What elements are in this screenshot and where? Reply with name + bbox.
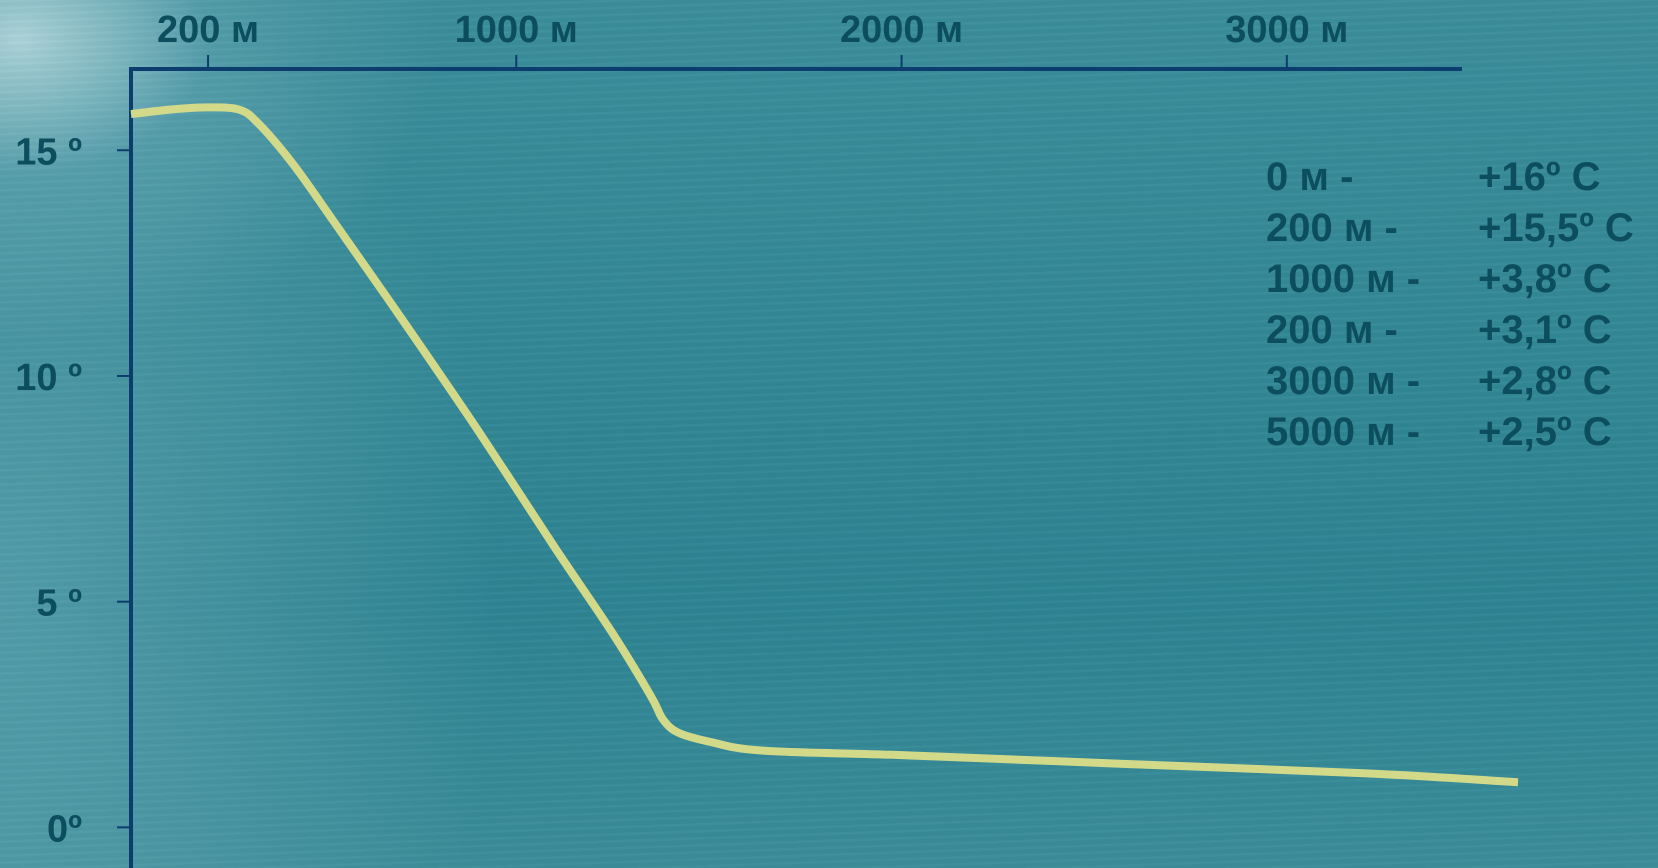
legend-depth: 1000 м - (1266, 257, 1421, 301)
temperature-curve (130, 103, 1519, 787)
legend-depth: 200 м - (1266, 206, 1398, 250)
y-axis-ticks: 15 º 10 º 5 º 0º (15, 131, 131, 850)
legend-depth: 200 м - (1266, 308, 1398, 352)
x-tick-label: 2000 м (840, 9, 963, 51)
legend-depth: 0 м - (1266, 155, 1354, 199)
legend-temperature: +16º C (1478, 155, 1601, 199)
x-tick-label: 1000 м (455, 9, 578, 51)
y-tick-label: 0º (47, 808, 82, 850)
x-tick-label: 3000 м (1225, 9, 1348, 51)
legend-depth: 3000 м - (1266, 359, 1421, 403)
legend-temperature: +2,8º C (1478, 359, 1612, 403)
legend-temperature: +15,5º C (1478, 206, 1634, 250)
legend-temperature: +3,1º C (1478, 308, 1612, 352)
y-tick-label: 15 º (15, 131, 82, 173)
x-axis-ticks: 200 м 1000 м 2000 м 3000 м (157, 9, 1348, 69)
legend-depth: 5000 м - (1266, 410, 1421, 454)
x-tick-label: 200 м (157, 9, 259, 51)
y-tick-label: 5 º (36, 583, 82, 625)
series-group (130, 103, 1519, 787)
legend-temperature: +3,8º C (1478, 257, 1612, 301)
legend-temperature: +2,5º C (1478, 410, 1612, 454)
y-tick-label: 10 º (15, 357, 82, 399)
